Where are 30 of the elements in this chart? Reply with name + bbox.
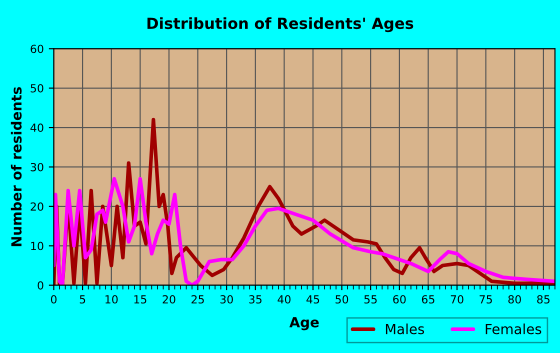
- x-tick-label: 85: [537, 295, 550, 304]
- y-tick-label: 60: [30, 44, 44, 54]
- x-tick-label: 50: [336, 295, 348, 304]
- x-tick-label: 10: [106, 295, 118, 304]
- x-tick-label: 65: [422, 295, 434, 304]
- y-tick-label: 0: [38, 281, 44, 290]
- x-tick-label: 25: [192, 295, 204, 304]
- x-tick-label: 40: [278, 295, 291, 304]
- y-tick-label: 30: [30, 162, 44, 172]
- x-tick-label: 75: [480, 295, 492, 304]
- y-axis-title: Number of residents: [10, 87, 22, 246]
- x-tick-label: 30: [220, 295, 233, 304]
- y-tick-label: 20: [30, 202, 44, 211]
- x-tick-label: 35: [249, 295, 262, 304]
- x-axis-title: Age: [289, 317, 319, 330]
- chart-title: Distribution of Residents' Ages: [147, 17, 414, 32]
- x-tick-label: 55: [364, 295, 377, 304]
- x-tick-label: 15: [134, 295, 146, 304]
- x-tick-label: 45: [306, 295, 320, 304]
- legend-label: Females: [486, 324, 542, 334]
- x-tick-label: 60: [393, 295, 406, 304]
- x-tick-label: 70: [450, 295, 464, 304]
- x-tick-label: 80: [508, 295, 521, 304]
- x-tick-label: 0: [50, 295, 57, 304]
- y-tick-label: 10: [31, 242, 44, 250]
- x-tick-label: 20: [162, 295, 176, 304]
- y-tick-label: 50: [30, 84, 44, 93]
- x-tick-label: 5: [80, 295, 86, 304]
- y-tick-label: 40: [30, 124, 44, 132]
- legend-label: Males: [386, 324, 424, 334]
